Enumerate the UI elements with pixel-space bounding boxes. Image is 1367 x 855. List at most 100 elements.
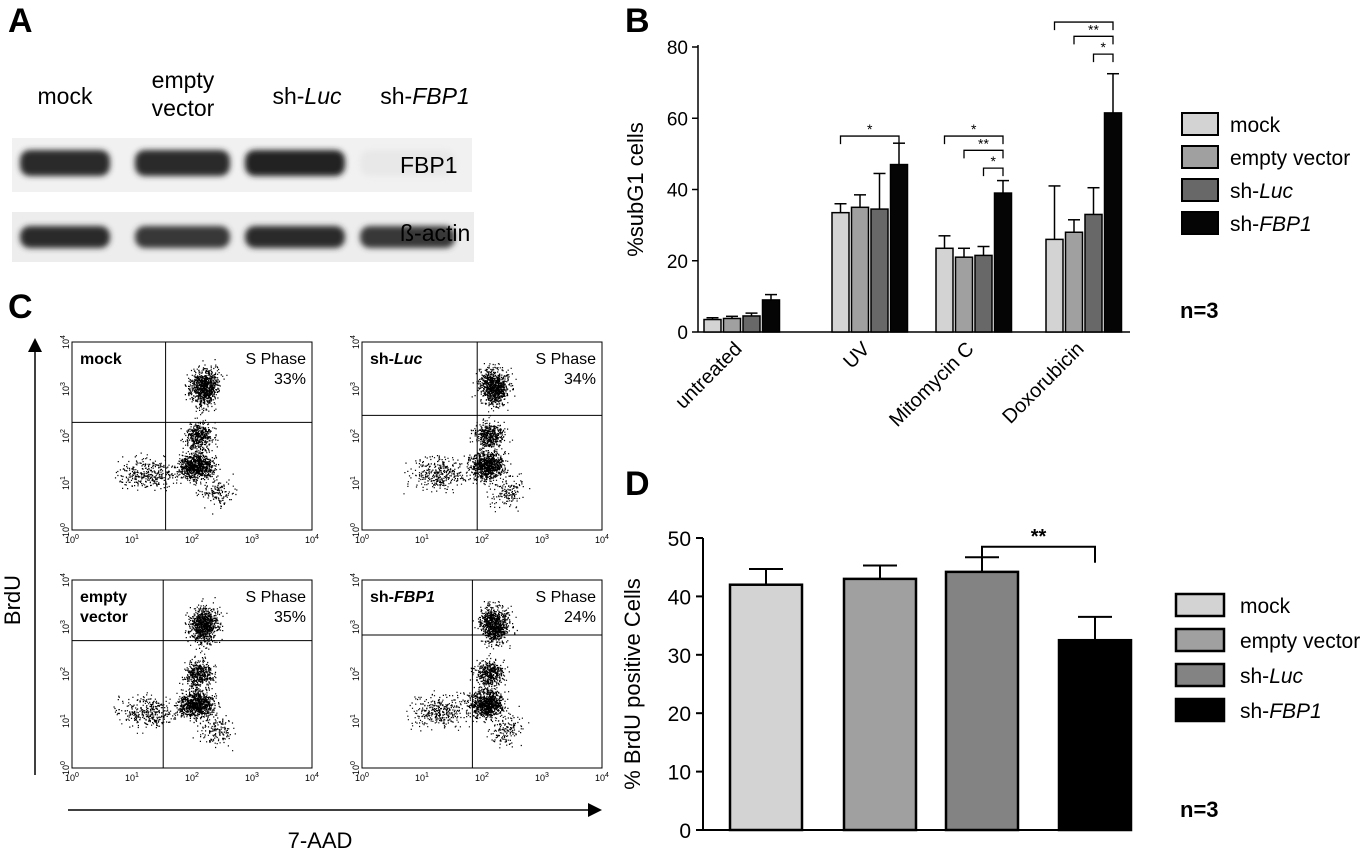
- significance-label: **: [1078, 20, 1089, 23]
- legend-swatch: [1181, 211, 1219, 235]
- x-tick-label: 101: [415, 534, 429, 545]
- x-tick-label: 104: [305, 772, 319, 783]
- panel-letter-c: C: [8, 288, 33, 326]
- significance-bracket: [1053, 21, 1114, 31]
- actin-bands: [20, 226, 455, 248]
- x-tick-label: 103: [535, 772, 549, 783]
- sample-label: sh-Luc: [370, 351, 423, 368]
- y-tick-label: 20: [667, 252, 688, 273]
- significance-label: **: [1031, 526, 1047, 548]
- legend-label: mock: [1230, 114, 1281, 137]
- lane-label-sh-fbp1: sh-FBP1: [380, 83, 470, 109]
- s-phase-label: S Phase: [246, 351, 307, 368]
- legend-swatch: [1181, 178, 1219, 202]
- bar: [954, 256, 974, 333]
- bar: [1045, 238, 1064, 333]
- significance-label: **: [1088, 21, 1099, 37]
- bar: [761, 299, 781, 333]
- y-tick-label: 101: [60, 476, 71, 490]
- y-tick-label: 102: [60, 429, 71, 443]
- bar: [842, 577, 918, 832]
- x-tick-label: 103: [245, 772, 259, 783]
- bar: [889, 163, 909, 333]
- x-tick-label: 102: [185, 534, 199, 545]
- significance-label: *: [1101, 39, 1107, 55]
- y-tick-label: 101: [350, 714, 361, 728]
- x-tick-label: 103: [535, 534, 549, 545]
- protein-label-fbp1: FBP1: [400, 152, 458, 178]
- bar: [1084, 213, 1103, 333]
- significance-bracket: [1092, 53, 1114, 63]
- legend-swatch: [1181, 145, 1219, 169]
- x-tick-label: 100: [65, 772, 79, 783]
- bar: [974, 254, 993, 333]
- significance-label: *: [991, 153, 997, 169]
- category-label: untreated: [671, 338, 746, 413]
- x-tick-label: 100: [65, 534, 79, 545]
- y-tick-label: 60: [667, 109, 688, 130]
- lane-label-empty-vector: empty vector: [151, 67, 215, 121]
- legend-label: empty vector: [1240, 630, 1360, 653]
- y-tick-label: 102: [60, 667, 71, 681]
- x-tick-label: 102: [475, 534, 489, 545]
- s-phase-percent: 33%: [274, 371, 306, 388]
- y-tick-label: 102: [350, 667, 361, 681]
- bar: [722, 317, 742, 333]
- significance-bracket: [1073, 35, 1114, 45]
- bar: [1103, 112, 1123, 333]
- x-tick-label: 100: [355, 772, 369, 783]
- scatter-dots: [406, 601, 530, 749]
- panel-letter-b: B: [625, 2, 650, 40]
- sample-label: sh-FBP1: [370, 589, 435, 606]
- significance-bracket: [982, 167, 1004, 177]
- category-label: Doxorubicin: [998, 338, 1088, 428]
- y-tick-label: 40: [667, 181, 688, 202]
- panel-b-n-label: n=3: [1180, 298, 1219, 323]
- bar: [1057, 638, 1133, 832]
- legend-swatch: [1174, 662, 1226, 688]
- x-tick-label: 104: [595, 772, 609, 783]
- legend-label: sh-FBP1: [1240, 700, 1322, 723]
- x-tick-label: 102: [185, 772, 199, 783]
- bar: [850, 206, 870, 333]
- panel-d-n-label: n=3: [1180, 797, 1219, 822]
- x-tick-label: 101: [415, 772, 429, 783]
- y-tick-label: 101: [350, 476, 361, 490]
- significance-bracket: [943, 135, 1004, 145]
- y-tick-label: 100: [60, 761, 71, 775]
- s-phase-label: S Phase: [536, 589, 597, 606]
- fbp1-bands: [20, 150, 455, 176]
- bar: [870, 208, 889, 333]
- sample-label: empty: [80, 589, 127, 606]
- actin-band: [245, 226, 345, 248]
- panel-letter-a: A: [8, 2, 33, 40]
- x-tick-label: 104: [595, 534, 609, 545]
- y-tick-label: 104: [60, 335, 71, 349]
- actin-band: [135, 226, 230, 248]
- s-phase-percent: 24%: [564, 609, 596, 626]
- y-tick-label: 100: [350, 523, 361, 537]
- s-phase-percent: 35%: [274, 609, 306, 626]
- significance-label: **: [978, 135, 989, 151]
- s-phase-label: S Phase: [536, 351, 597, 368]
- panel-letter-d: D: [625, 465, 650, 503]
- x-tick-label: 102: [475, 772, 489, 783]
- y-tick-label: 30: [668, 645, 691, 668]
- aad-axis-label: 7-AAD: [288, 828, 353, 853]
- x-tick-label: 101: [125, 534, 139, 545]
- lane-label-mock: mock: [37, 83, 93, 109]
- legend-label: sh-Luc: [1240, 665, 1304, 688]
- blot-strips: [12, 138, 474, 262]
- flow-cytometry-panel: mock S Phase33%10010010110110210210310310…: [0, 335, 609, 853]
- s-phase-label: S Phase: [246, 589, 307, 606]
- legend-swatch: [1174, 627, 1226, 653]
- brdu-arrowhead: [28, 338, 42, 352]
- x-tick-label: 103: [245, 534, 259, 545]
- y-tick-label: 104: [350, 573, 361, 587]
- x-tick-label: 100: [355, 534, 369, 545]
- aad-arrowhead: [588, 803, 602, 817]
- subg1-bar-chart: 0 20 40 60 80 %subG1 cells untreated UV Mitomyci…: [623, 20, 1350, 431]
